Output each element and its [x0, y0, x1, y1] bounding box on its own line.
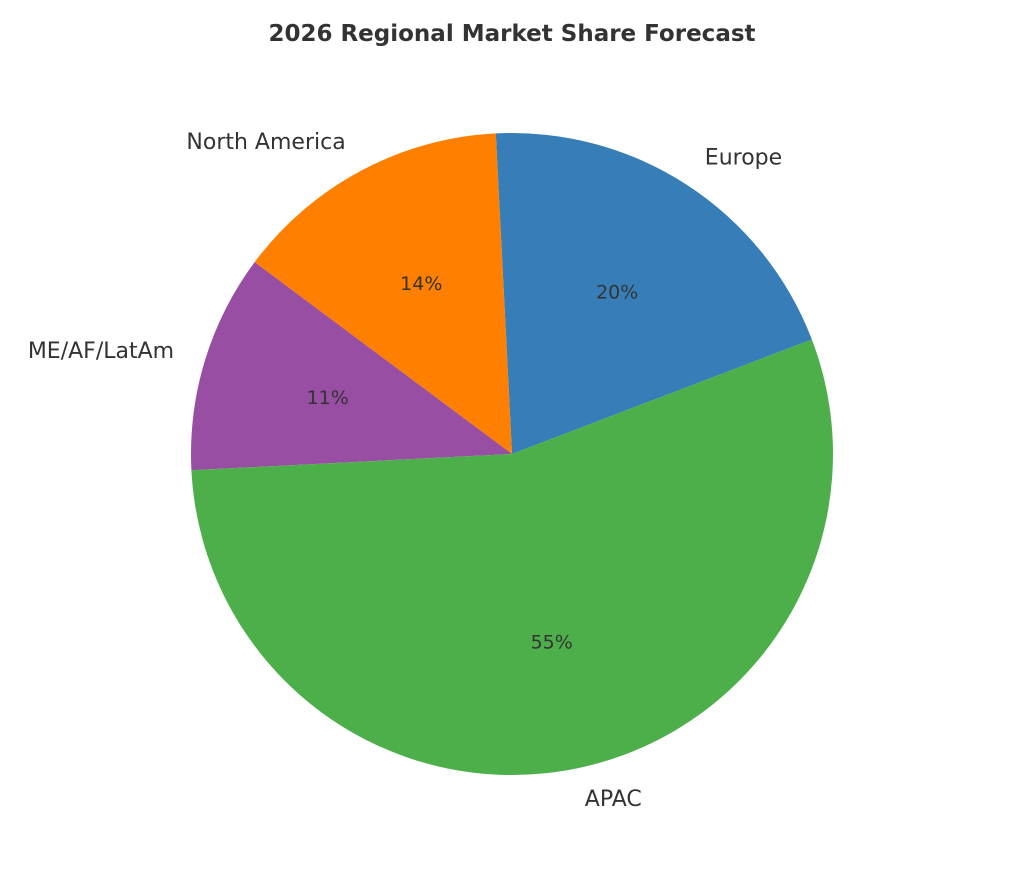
chart-title: 2026 Regional Market Share Forecast — [268, 21, 755, 47]
pie-slices — [190, 132, 833, 775]
slice-me-af-latam — [190, 262, 512, 471]
percent-label-apac: 55% — [531, 632, 573, 654]
percent-label-europe: 20% — [596, 282, 638, 304]
category-label-north-america: North America — [186, 130, 345, 155]
percent-labels: 20% 14% 11% 55% — [307, 273, 639, 653]
category-labels: Europe North America ME/AF/LatAm APAC — [28, 130, 782, 812]
category-label-apac: APAC — [585, 787, 642, 812]
slice-apac — [191, 339, 833, 775]
slice-north-america — [254, 133, 512, 454]
slice-europe — [495, 132, 812, 454]
category-label-europe: Europe — [705, 146, 782, 171]
percent-label-north-america: 14% — [400, 273, 442, 295]
percent-label-me-af-latam: 11% — [307, 387, 349, 409]
category-label-me-af-latam: ME/AF/LatAm — [28, 339, 174, 364]
